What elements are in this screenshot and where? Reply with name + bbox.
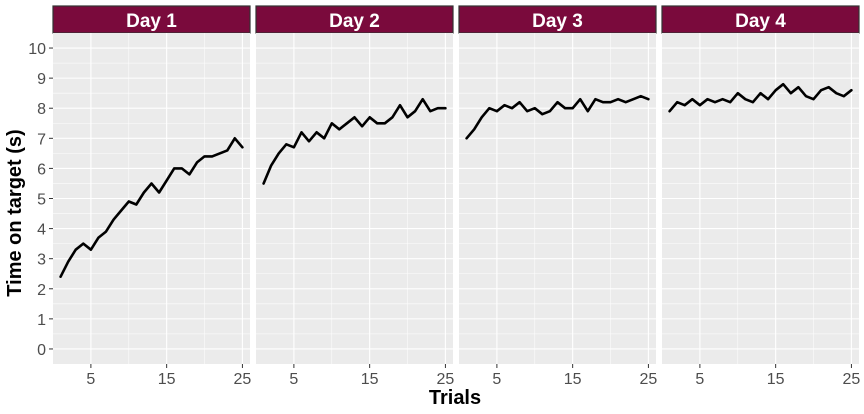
y-axis-title: Time on target (s) (4, 129, 26, 296)
x-axes: 5 15 25 5 15 25 5 15 25 5 15 25 (86, 364, 860, 388)
facet-strip (255, 5, 454, 34)
facet-strip (661, 5, 860, 34)
facet-panel (256, 33, 453, 364)
y-tick-label: 2 (37, 282, 46, 299)
facet-strip (52, 5, 251, 34)
y-tick-label: 8 (37, 101, 46, 118)
x-tick-label: 25 (437, 371, 455, 388)
series-line (262, 97, 447, 185)
x-tick-label: 15 (564, 371, 582, 388)
x-tick-label: 5 (492, 371, 501, 388)
facet-panels (53, 33, 859, 364)
y-axis: 0 1 2 3 4 5 6 7 8 9 10 (28, 41, 53, 359)
facet-panel (459, 33, 656, 364)
facet-strip-label: Day 3 (532, 11, 583, 32)
x-tick-label: 25 (843, 371, 861, 388)
facet-strip-label: Day 1 (126, 11, 177, 32)
y-tick-label: 10 (28, 41, 46, 58)
series-line (59, 137, 244, 278)
y-tick-label: 0 (37, 342, 46, 359)
y-tick-label: 9 (37, 71, 46, 88)
facet-strip-label: Day 2 (329, 11, 380, 32)
facet-strips: Day 1 Day 2 Day 3 Day 4 (52, 5, 860, 34)
y-tick-label: 5 (37, 192, 46, 209)
facet-panel (53, 33, 250, 364)
y-tick-label: 6 (37, 161, 46, 178)
facet-panel (662, 33, 859, 364)
y-tick-label: 1 (37, 312, 46, 329)
x-tick-label: 15 (767, 371, 785, 388)
x-tick-label: 5 (695, 371, 704, 388)
x-tick-label: 25 (234, 371, 252, 388)
x-axis-title: Trials (429, 387, 481, 409)
y-tick-label: 3 (37, 252, 46, 269)
x-tick-label: 15 (158, 371, 176, 388)
y-tick-label: 4 (37, 222, 46, 239)
facet-strip-label: Day 4 (735, 11, 786, 32)
x-tick-label: 5 (86, 371, 95, 388)
x-tick-label: 5 (289, 371, 298, 388)
series-line (668, 82, 853, 113)
x-tick-label: 15 (361, 371, 379, 388)
x-tick-label: 25 (640, 371, 658, 388)
y-tick-label: 7 (37, 131, 46, 148)
series-line (465, 94, 650, 140)
